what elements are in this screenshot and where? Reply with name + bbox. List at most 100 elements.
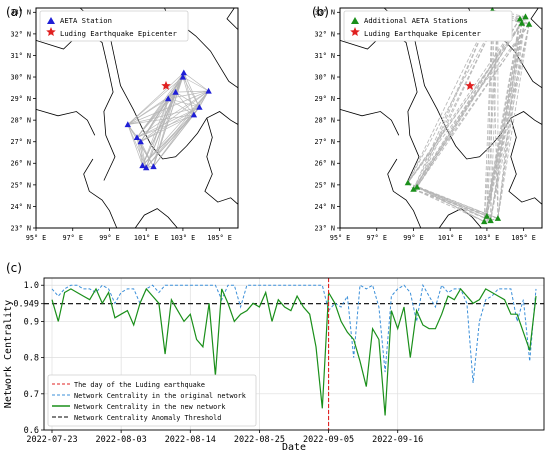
y-tick-label: 0.949 xyxy=(13,300,39,310)
station-marker xyxy=(522,13,529,20)
panel-label-b: (b) xyxy=(312,5,329,19)
province-border xyxy=(339,29,420,181)
province-border xyxy=(387,158,422,229)
station-marker xyxy=(196,104,203,110)
province-border xyxy=(204,117,239,205)
network-edge xyxy=(416,16,499,188)
network-edge xyxy=(142,91,176,166)
station-marker xyxy=(413,183,421,190)
x-tick-label: 97° E xyxy=(366,234,386,242)
network-edges-b xyxy=(407,9,530,222)
x-tick-label: 101° E xyxy=(134,234,159,242)
network-edge xyxy=(175,91,200,108)
y-tick-label: 32° N xyxy=(315,30,335,38)
network-edge xyxy=(140,141,154,167)
x-tick-label: 99° E xyxy=(99,234,119,242)
map-frame-a xyxy=(35,7,239,229)
network-edge xyxy=(168,98,195,116)
legend-b: Additional AETA Stations Luding Earthqua… xyxy=(343,10,513,42)
station-marker xyxy=(410,186,417,192)
network-edge xyxy=(416,23,530,188)
x-tick-label: 95° E xyxy=(330,234,350,242)
y-tick-label: 24° N xyxy=(11,203,31,211)
y-tick-label: 0.6 xyxy=(24,426,39,436)
y-tick-label: 24° N xyxy=(315,203,335,211)
x-tick-label: 2022-08-14 xyxy=(165,435,216,445)
y-tick-label: 23° N xyxy=(315,224,335,232)
network-edge xyxy=(486,24,530,217)
network-edge xyxy=(413,22,523,190)
province-border xyxy=(530,7,543,30)
x-tick-label: 2022-07-23 xyxy=(26,435,77,445)
station-marker xyxy=(518,19,525,26)
legend-label-epicenter-b: Luding Earthquake Epicenter xyxy=(364,29,482,38)
station-legend-marker xyxy=(47,17,55,24)
network-edge xyxy=(142,90,209,166)
network-edge xyxy=(483,18,521,222)
x-axis-label: Date xyxy=(282,442,306,453)
y-tick-label: 0.8 xyxy=(24,354,39,364)
x-tick-label: 2022-08-25 xyxy=(234,435,285,445)
y-tick-label: 31° N xyxy=(315,52,335,60)
legend-label-threshold: Network Centrality Anomaly Threshold xyxy=(74,414,221,422)
legend-label-earthquake-day: The day of the Luding earthquake xyxy=(74,381,205,389)
legend-label-original-network: Network Centrality in the original netwo… xyxy=(74,392,246,400)
network-edge xyxy=(416,186,488,217)
y-tick-label: 0.9 xyxy=(24,317,39,327)
x-tick-label: 105° E xyxy=(511,234,536,242)
panel-label-a: (a) xyxy=(6,5,23,19)
network-edge xyxy=(168,90,209,99)
network-edge xyxy=(127,76,184,125)
x-tick-label: 103° E xyxy=(475,234,500,242)
epicenter-star xyxy=(161,80,171,90)
network-edge xyxy=(413,16,499,190)
x-tick-label: 2022-08-03 xyxy=(96,435,147,445)
network-edge xyxy=(127,124,143,166)
chart-series xyxy=(51,283,537,416)
network-edge xyxy=(140,141,143,166)
network-edge xyxy=(413,188,488,217)
map-ticks-a: 95° E 97° E 99° E 101° E 103° E 105° E 33° N 32… xyxy=(11,9,232,242)
legend-label-epicenter: Luding Earthquake Epicenter xyxy=(60,29,178,38)
y-tick-label: 30° N xyxy=(315,73,335,81)
network-edge xyxy=(497,18,521,219)
x-tick-label: 99° E xyxy=(403,234,423,242)
network-edge xyxy=(182,76,200,108)
network-edge xyxy=(416,186,485,222)
network-edge xyxy=(183,72,200,108)
station-marker xyxy=(487,217,494,224)
station-marker xyxy=(165,95,172,102)
network-edge xyxy=(183,72,209,92)
station-marker xyxy=(516,15,524,22)
province-border xyxy=(490,111,543,147)
network-edge xyxy=(407,18,521,183)
province-border xyxy=(134,208,178,229)
network-edge xyxy=(497,24,530,219)
series-original-network xyxy=(51,283,537,384)
station-marker xyxy=(525,21,533,27)
chart-legend: The day of the Luding earthquake Network… xyxy=(47,374,257,427)
legend-box-b xyxy=(343,10,513,42)
y-tick-label: 32° N xyxy=(11,30,31,38)
station-marker xyxy=(190,111,198,118)
legend-box-a xyxy=(39,10,189,42)
y-tick-label: 23° N xyxy=(11,224,31,232)
map-panel-a: (a) 95° E 97° E 99° E 101° E 103° E 105° E 33°… xyxy=(6,5,239,242)
station-marker xyxy=(179,73,187,80)
province-border xyxy=(339,109,400,136)
network-edge xyxy=(483,10,493,222)
network-edge xyxy=(127,124,147,168)
epicenter-legend-marker xyxy=(46,27,56,36)
network-edge xyxy=(153,98,169,167)
station-marker xyxy=(481,218,488,225)
province-border xyxy=(186,111,239,147)
network-edge xyxy=(407,16,499,183)
network-edge xyxy=(483,16,499,222)
map-ticks-b: 95° E 97° E 99° E 101° E 103° E 105° E 33° N 32… xyxy=(315,9,536,242)
x-tick-label: 2022-09-16 xyxy=(372,435,423,445)
network-edge xyxy=(490,24,530,221)
epicenter-legend-marker-b xyxy=(350,27,360,36)
network-edge xyxy=(127,114,194,125)
network-edge xyxy=(145,91,176,168)
